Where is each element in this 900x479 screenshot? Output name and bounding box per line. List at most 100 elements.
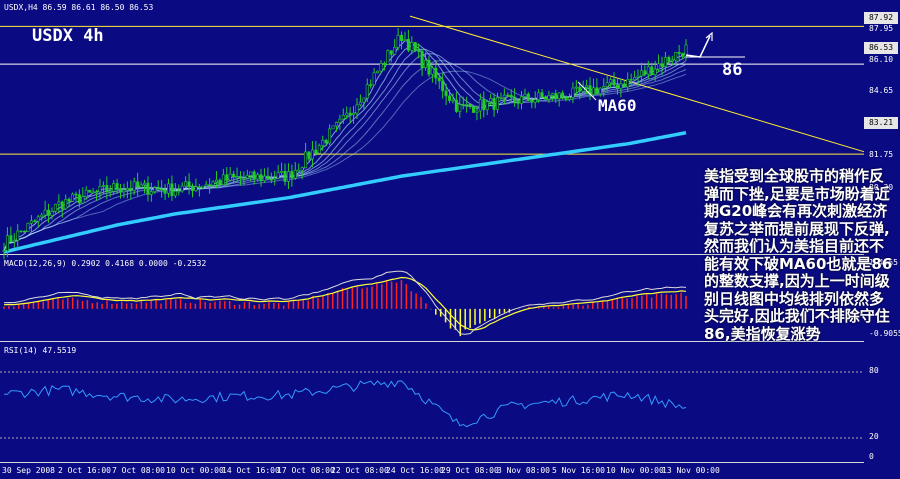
candle-body (598, 87, 602, 95)
candle-body (420, 50, 424, 69)
moving-average-line (3, 44, 687, 251)
candle-body (636, 75, 640, 78)
candle-body (454, 99, 458, 112)
candle-body (201, 185, 205, 189)
candle-body (194, 186, 198, 192)
candle-body (602, 86, 606, 89)
candle-body (358, 101, 362, 106)
candle-body (266, 175, 270, 180)
candle-body (629, 79, 633, 81)
candle-body (472, 106, 476, 113)
candle-body (60, 201, 64, 210)
candle-body (187, 181, 191, 187)
candle-body (125, 188, 129, 191)
candle-body (554, 93, 558, 99)
x-tick-label: 3 Nov 08:00 (497, 466, 550, 475)
candle-body (36, 216, 40, 222)
candle-body (91, 191, 95, 194)
candle-body (47, 209, 51, 216)
candle-body (84, 189, 88, 198)
candle-body (136, 181, 140, 188)
candle-body (643, 70, 647, 75)
candle-body (619, 83, 623, 89)
candle-body (238, 176, 242, 179)
candle-body (98, 186, 102, 193)
candle-body (149, 191, 153, 195)
candle-body (441, 80, 445, 92)
rsi-tick-label: 80 (869, 366, 879, 375)
candle-body (190, 186, 194, 192)
support-price-box: 83.21 (864, 117, 898, 129)
candle-body (622, 83, 626, 88)
candle-body (557, 92, 561, 99)
candle-body (139, 184, 143, 188)
candle-body (499, 97, 503, 99)
candle-body (67, 199, 71, 202)
candle-body (489, 98, 493, 102)
ma60-line (3, 130, 687, 254)
candle-body (214, 179, 218, 183)
candle-body (314, 149, 318, 154)
candle-body (324, 139, 328, 144)
candle-body (386, 50, 390, 65)
x-tick-label: 29 Oct 08:00 (441, 466, 499, 475)
candle-body (283, 170, 287, 182)
candle-body (348, 112, 352, 115)
candle-body (424, 59, 428, 69)
candle-body (256, 174, 260, 180)
candle-body (574, 86, 578, 89)
candle-body (119, 189, 123, 193)
candle-body (221, 174, 225, 185)
candle-body (276, 172, 280, 179)
resistance-price-box: 87.92 (864, 12, 898, 24)
candle-body (317, 145, 321, 154)
candle-body (2, 250, 6, 252)
candle-body (496, 97, 500, 110)
candle-body (533, 99, 537, 103)
rsi-tick-label: 20 (869, 432, 879, 441)
projection-arrow (685, 35, 711, 58)
candle-body (523, 93, 527, 97)
candle-body (564, 96, 568, 100)
candle-body (393, 47, 397, 55)
macd-signal-line (3, 276, 687, 331)
candle-body (430, 67, 434, 75)
candle-body (362, 97, 366, 103)
candle-body (413, 42, 417, 51)
candle-body (396, 34, 400, 48)
candle-body (389, 50, 393, 55)
x-tick-label: 10 Oct 00:00 (166, 466, 224, 475)
candle-body (280, 170, 284, 173)
candle-body (417, 50, 421, 52)
candle-body (156, 187, 160, 190)
candle-body (328, 128, 332, 144)
macd-layer (3, 270, 687, 337)
candle-body (101, 185, 105, 187)
candle-body (208, 184, 212, 186)
candle-body (609, 79, 613, 84)
candle-body (334, 122, 338, 127)
candle-body (519, 96, 523, 104)
candle-body (578, 86, 582, 92)
candle-body (9, 235, 13, 243)
candle-body (115, 183, 119, 190)
candle-body (427, 59, 431, 75)
candle-body (33, 220, 37, 223)
candle-body (369, 84, 373, 86)
candle-body (153, 187, 157, 192)
target-level-annotation: 86 (722, 60, 743, 80)
candle-body (468, 103, 472, 108)
rsi-indicator-label: RSI(14) 47.5519 (4, 346, 77, 355)
candle-body (16, 230, 20, 241)
candle-body (448, 95, 452, 101)
candle-body (40, 214, 44, 218)
candle-body (50, 210, 54, 216)
candle-body (478, 99, 482, 112)
candle-body (437, 77, 441, 82)
candle-body (341, 115, 345, 120)
price-tick-label: 87.95 (869, 24, 894, 33)
candle-body (372, 72, 376, 86)
candle-body (112, 183, 116, 192)
candle-body (585, 85, 589, 88)
x-tick-label: 24 Oct 16:00 (386, 466, 444, 475)
